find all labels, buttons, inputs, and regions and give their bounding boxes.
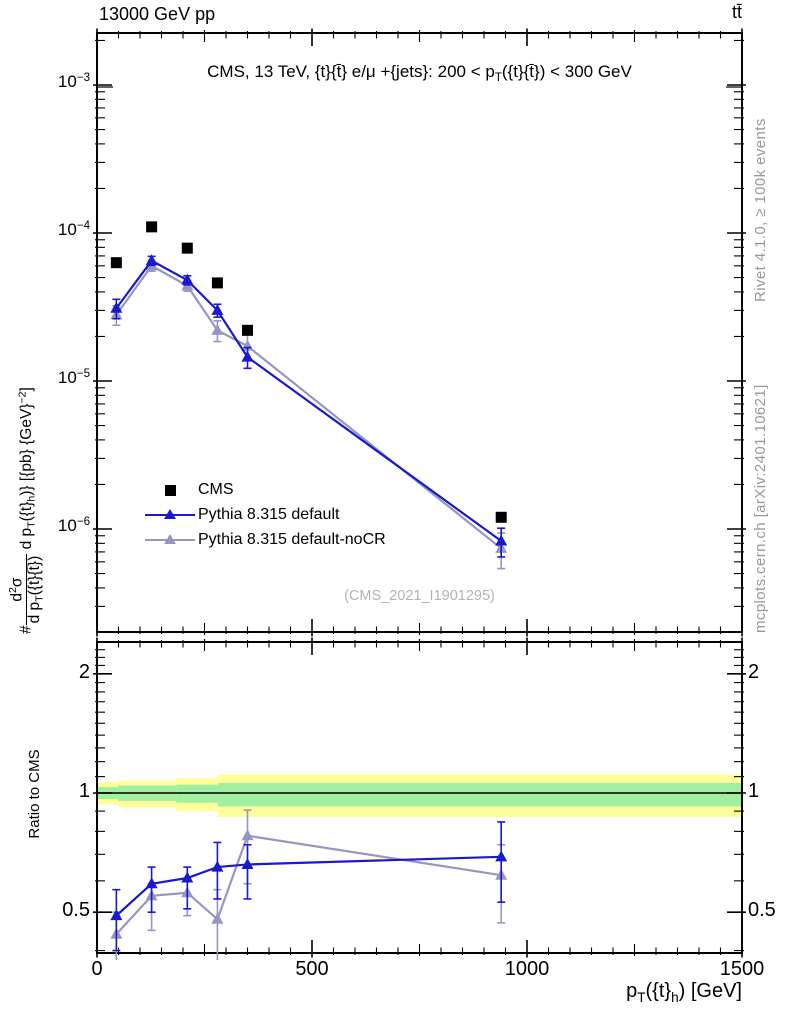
ylabel-rest: d pT({t}h)} [{pb} {GeV}−2]	[16, 387, 38, 554]
x-axis-title: pT({t}h) [GeV]	[626, 980, 742, 1005]
pythia-default-series-main	[110, 254, 508, 558]
gray-triangle-line-icon	[142, 530, 198, 550]
main-y-axis-title: # d2σ d pT({t}{t̄}) d pT({t}h)} [{pb} {GeV…	[7, 34, 46, 634]
legend-label: CMS	[198, 480, 234, 498]
ratio-y-axis-title: Ratio to CMS	[26, 749, 43, 839]
legend-item-pythia-default: Pythia 8.315 default	[142, 502, 386, 527]
cms-series-main	[110, 221, 507, 523]
analysis-id-watermark: (CMS_2021_I1901295)	[344, 588, 495, 604]
legend-item-cms: CMS	[142, 477, 386, 502]
ylabel-denominator: d pT({t}{t̄})	[25, 555, 46, 624]
legend-label: Pythia 8.315 default-noCR	[198, 530, 386, 548]
ylabel-prefix: #	[17, 625, 35, 634]
rivet-credit: Rivet 4.1.0, ≥ 100k events	[752, 118, 769, 302]
ylabel-numerator: d2σ	[7, 553, 27, 626]
beam-energy-label: 13000 GeV pp	[99, 4, 216, 24]
legend: CMS Pythia 8.315 default Pythia 8.315 de…	[142, 477, 386, 552]
legend-label: Pythia 8.315 default	[198, 505, 340, 523]
mcplots-credit: mcplots.cern.ch [arXiv:2401.10621]	[752, 384, 769, 633]
process-label: tt̄	[731, 2, 742, 22]
pythia-default-series-ratio	[110, 821, 508, 952]
pythia-nocr-series-ratio	[110, 809, 508, 960]
plot-title: CMS, 13 TeV, {t}{t̄} e/μ +{jets}: 200 < …	[207, 62, 632, 85]
axis-ticks	[93, 28, 746, 958]
cms-square-icon	[142, 480, 198, 500]
legend-item-pythia-nocr: Pythia 8.315 default-noCR	[142, 527, 386, 552]
blue-triangle-line-icon	[142, 505, 198, 525]
ylabel-fraction: d2σ d pT({t}{t̄})	[7, 553, 46, 626]
